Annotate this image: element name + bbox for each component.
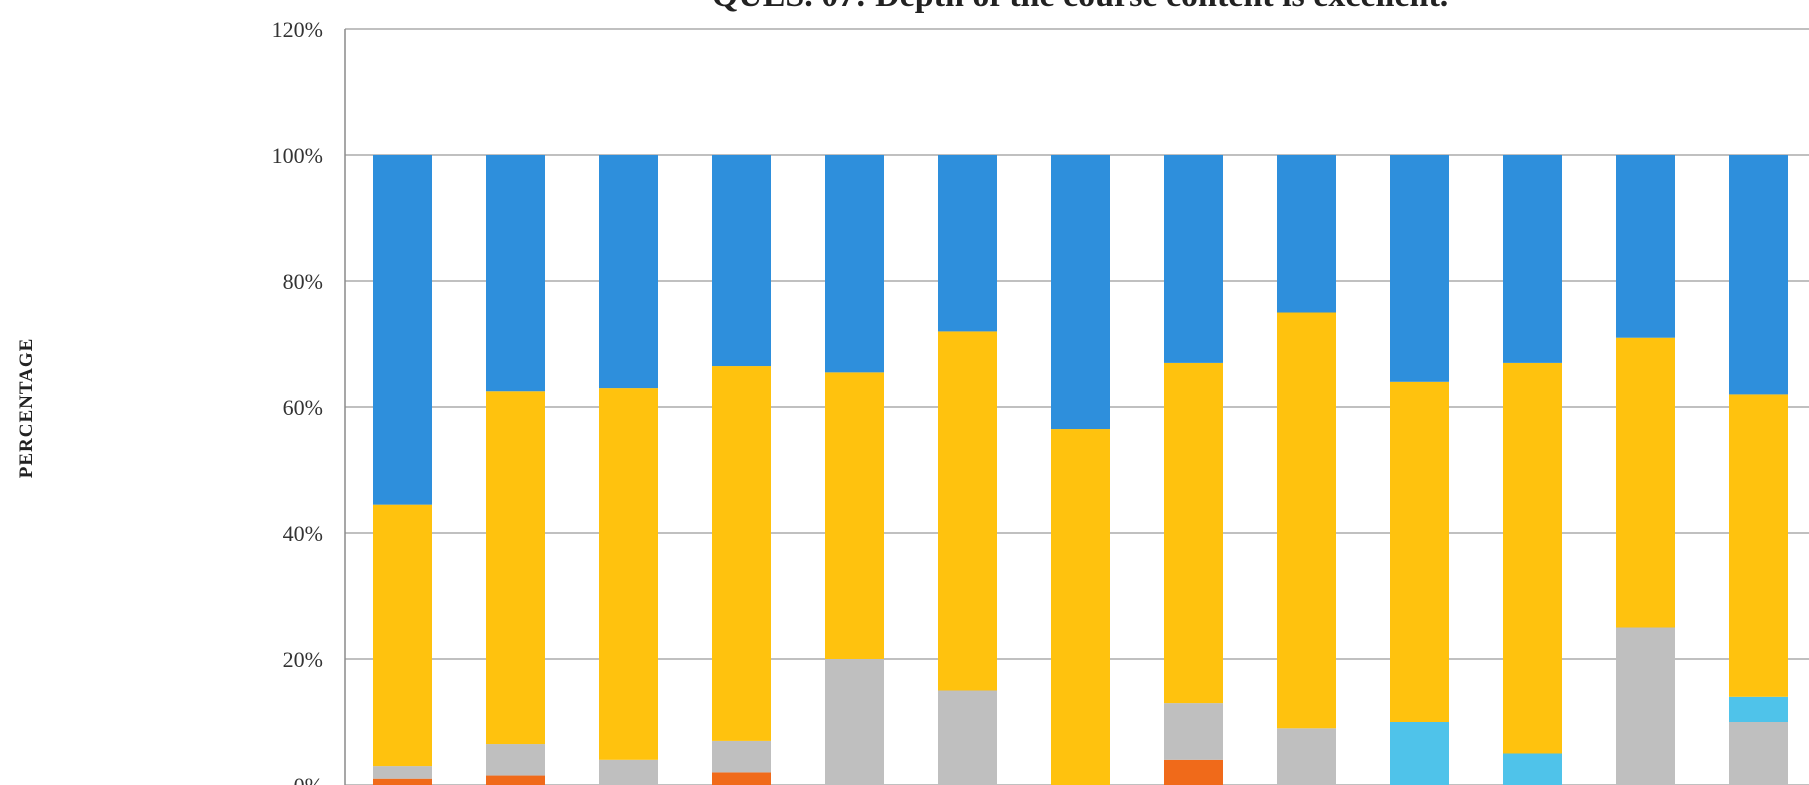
bar-segment — [825, 155, 884, 373]
axes: 0% 20% 40% 60% 80% 100% 120% — [272, 17, 346, 785]
y-tick-label: 0% — [294, 773, 323, 785]
chart-title: QUES. 07: Depth of the course content is… — [712, 0, 1449, 14]
bar-segment — [1277, 728, 1336, 785]
bar-segment — [1051, 429, 1110, 785]
y-tick-label: 100% — [272, 143, 323, 168]
y-tick-label: 40% — [283, 521, 323, 546]
bar-segment — [1164, 759, 1223, 785]
bar-segment — [1051, 155, 1110, 430]
bar-segment — [486, 391, 545, 745]
bar-segment — [1277, 312, 1336, 729]
bar-segment — [486, 155, 545, 392]
bar-segment — [712, 155, 771, 367]
bar-segment — [1729, 394, 1788, 697]
bar-segment — [599, 155, 658, 389]
bar-segment — [712, 740, 771, 773]
y-tick-label: 20% — [283, 647, 323, 672]
bar-segment — [486, 775, 545, 785]
y-tick-label: 120% — [272, 17, 323, 42]
bar-segment — [1503, 362, 1562, 754]
bar-segment — [1390, 155, 1449, 382]
bar-segment — [1616, 155, 1675, 338]
bar-segment — [1164, 362, 1223, 704]
bar-segment — [1503, 155, 1562, 363]
bar-segment — [1616, 337, 1675, 628]
bar-segment — [1729, 696, 1788, 722]
y-tick-label: 80% — [283, 269, 323, 294]
bar-segment — [1503, 753, 1562, 785]
bar-segment — [1164, 703, 1223, 760]
y-tick-label: 60% — [283, 395, 323, 420]
bar-segment — [599, 388, 658, 760]
bar-segment — [373, 155, 432, 505]
y-axis-label: PERCENTAGE — [16, 338, 37, 479]
bar-segment — [486, 744, 545, 776]
bar-segment — [1164, 155, 1223, 363]
bar-segment — [825, 372, 884, 659]
bar-segment — [938, 155, 997, 332]
bar-segment — [1729, 155, 1788, 395]
bar-segment — [373, 778, 432, 785]
bar-segment — [373, 504, 432, 767]
bar-segment — [712, 772, 771, 785]
bar-segment — [1277, 155, 1336, 313]
bar-segment — [599, 759, 658, 785]
bar-segment — [1390, 381, 1449, 722]
bar-segment — [938, 690, 997, 785]
bar-segment — [1390, 722, 1449, 785]
bar-segment — [825, 659, 884, 785]
bar-segment — [373, 766, 432, 779]
bar-segment — [1616, 627, 1675, 785]
bars — [373, 155, 1788, 785]
bar-segment — [712, 366, 771, 741]
bar-segment — [938, 331, 997, 691]
bar-segment — [1729, 722, 1788, 785]
